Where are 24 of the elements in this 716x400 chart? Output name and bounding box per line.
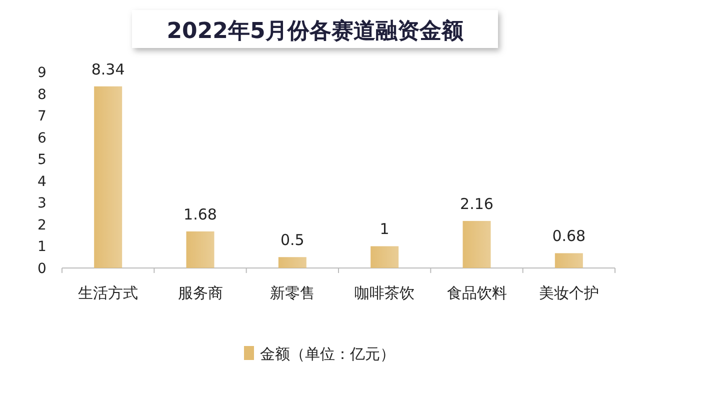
legend-label: 金额（单位：亿元） bbox=[260, 345, 395, 363]
data-label: 8.34 bbox=[91, 60, 125, 78]
data-label: 2.16 bbox=[460, 194, 494, 213]
y-tick-label: 2 bbox=[38, 217, 46, 234]
y-tick-label: 1 bbox=[38, 239, 46, 256]
y-tick-label: 6 bbox=[38, 130, 47, 146]
y-tick-label: 8 bbox=[38, 86, 46, 103]
x-tick-label: 咖啡茶饮 bbox=[354, 284, 415, 302]
y-tick-label: 9 bbox=[38, 65, 46, 81]
y-tick-label: 7 bbox=[38, 108, 46, 125]
x-tick-label: 服务商 bbox=[178, 284, 223, 302]
chart-title: 2022年5月份各赛道融资金额 bbox=[166, 18, 464, 44]
y-tick-label: 4 bbox=[38, 174, 47, 190]
data-label: 0.5 bbox=[280, 231, 304, 250]
data-label: 0.68 bbox=[552, 227, 586, 246]
x-tick-label: 食品饮料 bbox=[446, 284, 507, 302]
x-tick-label: 新零售 bbox=[270, 284, 315, 302]
data-label: 1.68 bbox=[184, 205, 217, 224]
y-tick-label: 5 bbox=[38, 152, 46, 168]
x-tick-label: 美妆个护 bbox=[538, 284, 599, 302]
x-tick-label: 生活方式 bbox=[78, 284, 138, 302]
y-tick-label: 0 bbox=[38, 261, 46, 277]
data-label: 1 bbox=[380, 220, 390, 238]
y-tick-label: 3 bbox=[38, 196, 46, 212]
